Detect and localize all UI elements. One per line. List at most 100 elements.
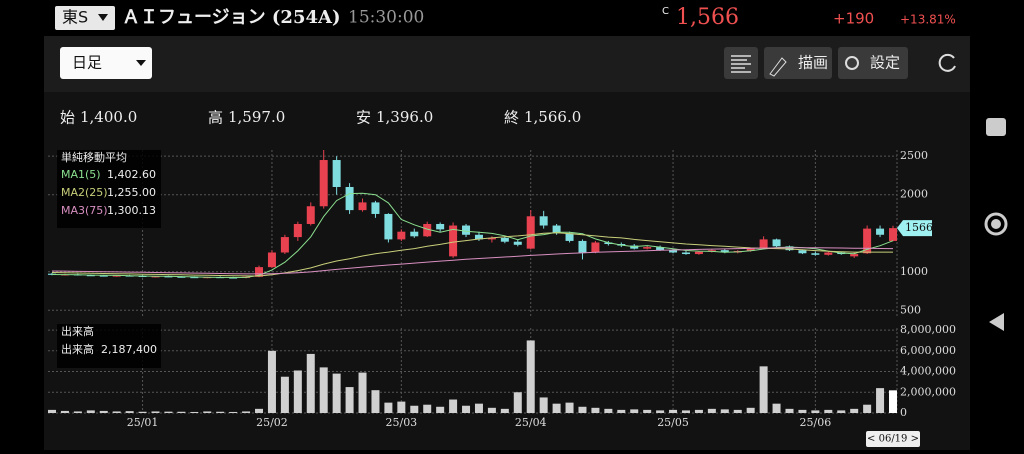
y-tick-label: 8,000,000 [900,323,956,336]
app-body [44,36,970,450]
candle-body [720,250,729,253]
price-tag [897,220,932,237]
candle-body [604,242,613,245]
candle-body [280,237,289,253]
candle-body [229,277,238,279]
volume-bar [319,367,328,413]
candle-body [319,160,328,207]
candle-body [86,275,95,277]
volume-bar [539,397,548,413]
candle-body [112,275,121,277]
cursor-date: < 06/19 > [867,434,919,445]
volume-bar [837,410,846,413]
candle-body [746,248,755,251]
legend-value: 2,187,400 [101,343,157,356]
exchange-select[interactable] [55,6,115,30]
candle-body [863,228,872,254]
volume-bar [681,410,690,413]
price: 1,566 [676,5,739,30]
volume-bar [358,372,367,413]
volume-bar [229,411,238,413]
pencil-icon [769,57,787,77]
candle-body [539,216,548,226]
y-tick-label: 4,000,000 [900,365,956,378]
ohlc-label: 始 [60,109,75,127]
candle-body [410,231,419,237]
candle-body [500,237,509,242]
candle-body [358,202,367,211]
candle-body [656,247,665,251]
nav-back[interactable] [989,313,1004,331]
candle-body [526,216,535,249]
volume-bar [332,373,341,413]
settings-button[interactable] [838,47,908,79]
candle-body [876,228,885,235]
volume-bar [824,409,833,413]
candle-body [138,276,147,277]
candle-body [436,223,445,230]
volume-bar [694,409,703,413]
volume-bar [345,387,354,413]
candle-body [513,241,522,245]
nav-home[interactable] [984,212,1008,236]
period-select[interactable] [60,47,152,79]
volume-bar [462,405,471,413]
volume-bar [876,388,885,413]
reload-icon[interactable] [938,53,956,72]
volume-bar [190,411,199,413]
candle-body [824,252,833,255]
volume-bar [669,409,678,413]
volume-bar [410,405,419,413]
volume-bar [449,399,458,413]
legend-value: 1,300.13 [107,204,156,217]
settings-label: 設定 [870,54,900,72]
volume-bar [526,340,535,413]
stock-name: ＡＩフュージョン (254A) [122,7,340,28]
volume-bar [565,402,574,413]
chart-area: 500 1000 2000 2500 単純移動平均 MA1(5) 1,402.60 MA2(2… [48,149,956,447]
candle-body [449,225,458,257]
volume-bar [720,409,729,413]
legend-value: 1,402.60 [107,168,156,181]
legend-entry: MA3(75) [61,204,108,217]
volume-bar [772,403,781,413]
volume-bar [643,409,652,413]
volume-bar [552,403,561,413]
indicator-button[interactable] [724,47,758,79]
candle-body [397,231,406,240]
draw-button[interactable] [764,47,832,79]
volume-bar [73,411,82,413]
volume-bar [630,409,639,413]
legend-box [57,150,161,228]
volume-bar [151,411,160,413]
volume-bar [500,408,509,413]
x-tick-label: 25/04 [515,416,547,429]
candle-body [552,225,561,234]
y-tick-label: 6,000,000 [900,344,956,357]
volume-bar [785,408,794,413]
ohlc-label: 終 [504,109,519,127]
candle-body [798,250,807,254]
x-tick-label: 25/02 [256,416,288,429]
ohlc-row: 始 1,400.0 高 1,597.0 安 1,396.0 終 1,566.0 [60,108,581,127]
volume-bar [371,390,380,413]
volume-bar [656,410,665,413]
candle-body [630,245,639,249]
date-cursor [866,431,920,447]
ma-line [51,192,894,279]
x-tick-label: 25/06 [800,416,832,429]
legend-title: 単純移動平均 [61,150,127,164]
candle-body [850,254,859,257]
change-pct: +13.81% [900,13,956,27]
volume-bar [48,409,56,413]
candle-body [306,206,315,224]
ohlc-value: 1,597.0 [228,108,285,126]
volume-bar [746,407,755,413]
nav-recent[interactable] [986,118,1006,136]
volume-bar [99,410,108,413]
candle-body [384,213,393,240]
candle-body [694,251,703,255]
legend-box [57,324,161,368]
candle-body [811,253,820,255]
